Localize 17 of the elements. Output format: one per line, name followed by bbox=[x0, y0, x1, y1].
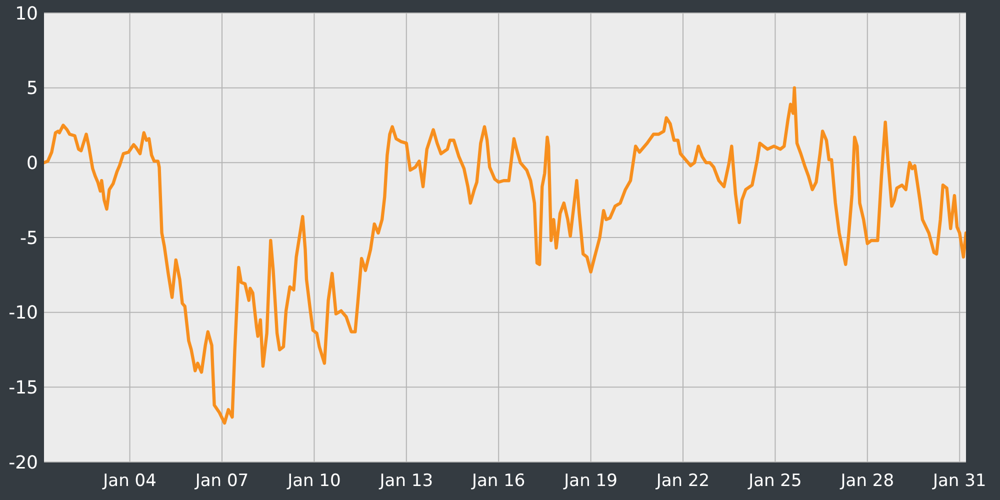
x-tick-label: Jan 04 bbox=[102, 471, 156, 491]
x-tick-label: Jan 16 bbox=[470, 471, 526, 491]
x-tick-label: Jan 22 bbox=[655, 471, 710, 491]
y-tick-label: 0 bbox=[26, 152, 38, 174]
x-tick-label: Jan 28 bbox=[840, 471, 894, 491]
y-tick-label: -10 bbox=[8, 302, 38, 324]
x-tick-label: Jan 25 bbox=[748, 471, 802, 491]
y-tick-label: 5 bbox=[26, 78, 38, 100]
y-tick-label: -15 bbox=[8, 377, 38, 398]
y-tick-label: -20 bbox=[8, 452, 38, 474]
x-tick-label: Jan 10 bbox=[286, 471, 341, 491]
x-tick-label: Jan 31 bbox=[932, 471, 986, 491]
x-tick-label: Jan 19 bbox=[563, 471, 618, 491]
y-tick-label: 10 bbox=[15, 3, 38, 24]
x-tick-label: Jan 13 bbox=[378, 471, 434, 491]
y-tick-label: -5 bbox=[20, 228, 38, 249]
x-tick-label: Jan 07 bbox=[194, 471, 249, 491]
